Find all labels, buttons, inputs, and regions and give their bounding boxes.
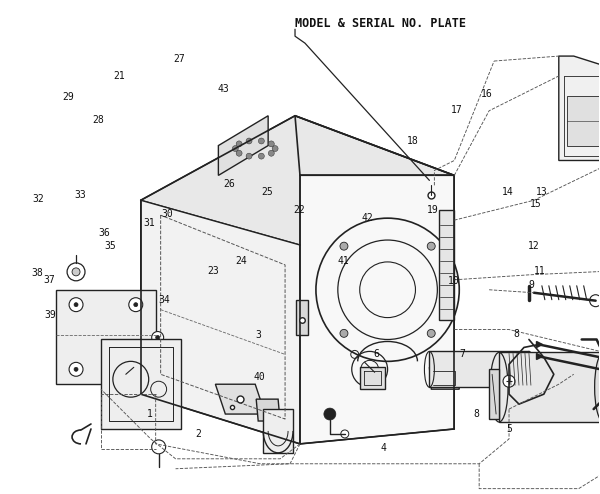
Circle shape [236,141,242,147]
Text: 2: 2 [196,429,202,439]
Circle shape [268,150,274,156]
Circle shape [341,430,349,438]
Circle shape [152,331,164,343]
Text: 12: 12 [528,241,540,251]
Ellipse shape [524,351,534,387]
Text: 4: 4 [380,444,386,453]
Text: 31: 31 [143,218,155,228]
Polygon shape [296,300,308,334]
Text: 27: 27 [173,54,185,64]
Polygon shape [215,384,265,414]
Circle shape [236,150,242,156]
Text: 39: 39 [44,310,56,320]
Text: 36: 36 [98,228,110,238]
Circle shape [272,146,278,152]
Circle shape [324,408,336,420]
Text: 33: 33 [74,190,86,201]
Ellipse shape [595,352,600,422]
Text: 15: 15 [530,199,542,209]
Circle shape [74,368,78,371]
Circle shape [155,335,160,339]
Circle shape [129,298,143,312]
Polygon shape [218,116,268,175]
Polygon shape [489,370,499,419]
Text: 18: 18 [406,136,418,146]
Polygon shape [360,368,385,389]
Text: 34: 34 [158,295,170,305]
Polygon shape [56,290,155,384]
Text: 24: 24 [236,256,247,266]
Text: 11: 11 [534,266,546,276]
Circle shape [590,295,600,307]
Text: 8: 8 [513,329,519,339]
Text: 8: 8 [473,409,479,419]
Polygon shape [559,56,600,161]
Text: 10: 10 [448,276,460,287]
Circle shape [72,268,80,276]
Text: 22: 22 [293,205,305,215]
Text: 6: 6 [374,349,379,359]
Text: 38: 38 [31,268,43,278]
Circle shape [340,329,348,337]
Text: 21: 21 [114,71,125,81]
Text: 25: 25 [261,187,273,197]
Text: 14: 14 [502,187,514,197]
Circle shape [268,141,274,147]
Text: 1: 1 [146,409,152,419]
Circle shape [69,362,83,376]
Text: 17: 17 [451,105,463,116]
Circle shape [503,375,515,387]
Polygon shape [263,409,293,453]
Text: 28: 28 [92,115,104,125]
Circle shape [134,368,138,371]
Text: 23: 23 [208,266,219,276]
Circle shape [67,263,85,281]
Text: 30: 30 [161,208,173,219]
Circle shape [259,153,265,159]
Circle shape [427,242,435,250]
Circle shape [232,146,238,152]
Circle shape [427,329,435,337]
Text: 43: 43 [218,84,229,94]
Polygon shape [101,339,181,429]
Circle shape [74,303,78,307]
Circle shape [246,153,252,159]
Circle shape [152,440,166,454]
Text: 13: 13 [536,187,548,197]
Polygon shape [567,96,600,146]
Polygon shape [300,175,454,444]
Text: MODEL & SERIAL NO. PLATE: MODEL & SERIAL NO. PLATE [295,17,466,30]
Polygon shape [430,368,459,389]
Polygon shape [141,200,300,444]
Circle shape [340,242,348,250]
Text: 26: 26 [224,179,235,189]
Circle shape [129,362,143,376]
Text: 37: 37 [43,275,55,286]
Text: 40: 40 [254,372,265,382]
Text: 16: 16 [481,89,492,99]
Polygon shape [499,352,600,422]
Circle shape [69,298,83,312]
Text: 41: 41 [337,256,349,266]
Text: 5: 5 [506,424,512,434]
Text: 9: 9 [529,280,535,290]
Circle shape [246,138,252,144]
Polygon shape [439,210,454,320]
Circle shape [134,303,138,307]
Text: 19: 19 [427,205,439,215]
Text: 42: 42 [361,212,373,222]
Polygon shape [256,399,280,421]
Text: 7: 7 [460,349,466,359]
Text: 29: 29 [62,92,74,102]
Text: 35: 35 [104,241,116,251]
Text: 32: 32 [32,194,44,204]
Polygon shape [141,116,454,245]
Text: 3: 3 [255,330,261,340]
Polygon shape [430,351,529,387]
Circle shape [259,138,265,144]
